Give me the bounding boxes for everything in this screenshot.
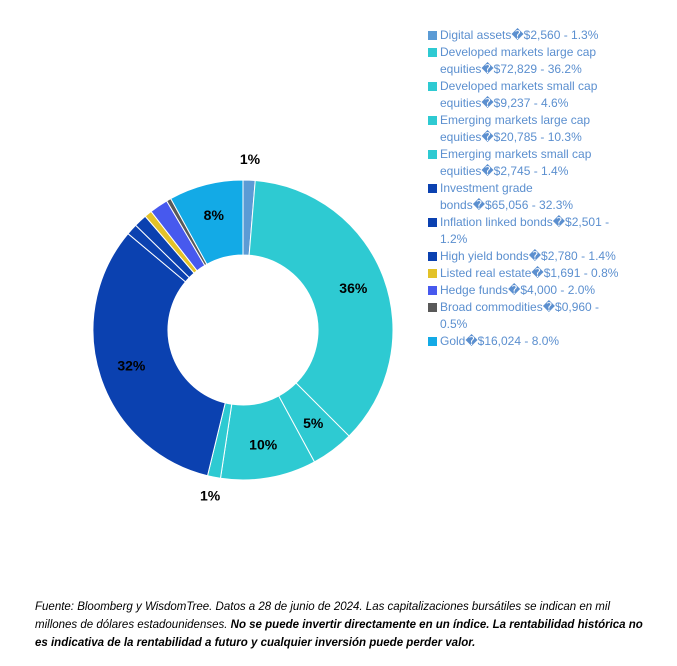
source-text: Fuente: Bloomberg y WisdomTree. Datos a … (35, 601, 610, 631)
slice (170, 179, 244, 265)
legend-swatch (428, 218, 437, 227)
legend-label: Inflation linked bonds�$2,501 - 1.2% (440, 215, 610, 246)
legend-swatch (428, 303, 437, 312)
legend-label: Emerging markets large cap equities�$20,… (440, 113, 591, 144)
legend-item: Investment grade bonds�$65,056 - 32.3% (428, 180, 668, 214)
legend-label: Developed markets small cap equities�$9,… (440, 79, 598, 110)
legend-label: High yield bonds�$2,780 - 1.4% (440, 249, 616, 263)
legend-swatch (428, 252, 437, 261)
legend-swatch (428, 337, 437, 346)
legend-item: Emerging markets small cap equities�$2,7… (428, 146, 668, 180)
legend-swatch (428, 269, 437, 278)
chart: 1% 36% 5% 10% 1% 32% 8% (92, 151, 394, 503)
legend-label: Gold�$16,024 - 8.0% (440, 334, 560, 348)
legend-label: Emerging markets small cap equities�$2,7… (440, 147, 592, 178)
legend-item: Emerging markets large cap equities�$20,… (428, 112, 668, 146)
legend: Digital assets�$2,560 - 1.3% Developed ma… (428, 27, 668, 350)
legend-item: High yield bonds�$2,780 - 1.4% (428, 248, 668, 265)
legend-item: Gold�$16,024 - 8.0% (428, 333, 668, 350)
legend-item: Inflation linked bonds�$2,501 - 1.2% (428, 214, 668, 248)
slice (248, 179, 394, 437)
legend-item: Listed real estate�$1,691 - 0.8% (428, 265, 668, 282)
legend-swatch (428, 150, 437, 159)
legend-label: Digital assets�$2,560 - 1.3% (440, 28, 599, 42)
legend-swatch (428, 116, 437, 125)
legend-label: Listed real estate�$1,691 - 0.8% (440, 266, 619, 280)
slice-label: 1% (200, 487, 221, 503)
slice-label: 5% (303, 415, 324, 431)
legend-item: Hedge funds�$4,000 - 2.0% (428, 282, 668, 299)
legend-item: Developed markets large cap equities�$72… (428, 44, 668, 78)
slice-label: 32% (117, 357, 146, 373)
legend-label: Developed markets large cap equities�$72… (440, 45, 597, 76)
legend-item: Developed markets small cap equities�$9,… (428, 78, 668, 112)
legend-label: Broad commodities�$0,960 - 0.5% (440, 300, 600, 331)
slice-label: 10% (249, 436, 278, 452)
legend-swatch (428, 286, 437, 295)
source-note: Fuente: Bloomberg y WisdomTree. Datos a … (35, 598, 650, 652)
source-emphasis: No se puede invertir directamente en un … (35, 619, 643, 649)
legend-swatch (428, 82, 437, 91)
slice-label: 1% (240, 151, 261, 167)
legend-label: Hedge funds�$4,000 - 2.0% (440, 283, 596, 297)
slice-label: 36% (339, 280, 368, 296)
slice-label: 8% (204, 207, 225, 223)
legend-swatch (428, 31, 437, 40)
legend-item: Broad commodities�$0,960 - 0.5% (428, 299, 668, 333)
legend-item: Digital assets�$2,560 - 1.3% (428, 27, 668, 44)
legend-swatch (428, 184, 437, 193)
legend-swatch (428, 48, 437, 57)
slice (92, 232, 226, 477)
legend-label: Investment grade bonds�$65,056 - 32.3% (440, 181, 574, 212)
